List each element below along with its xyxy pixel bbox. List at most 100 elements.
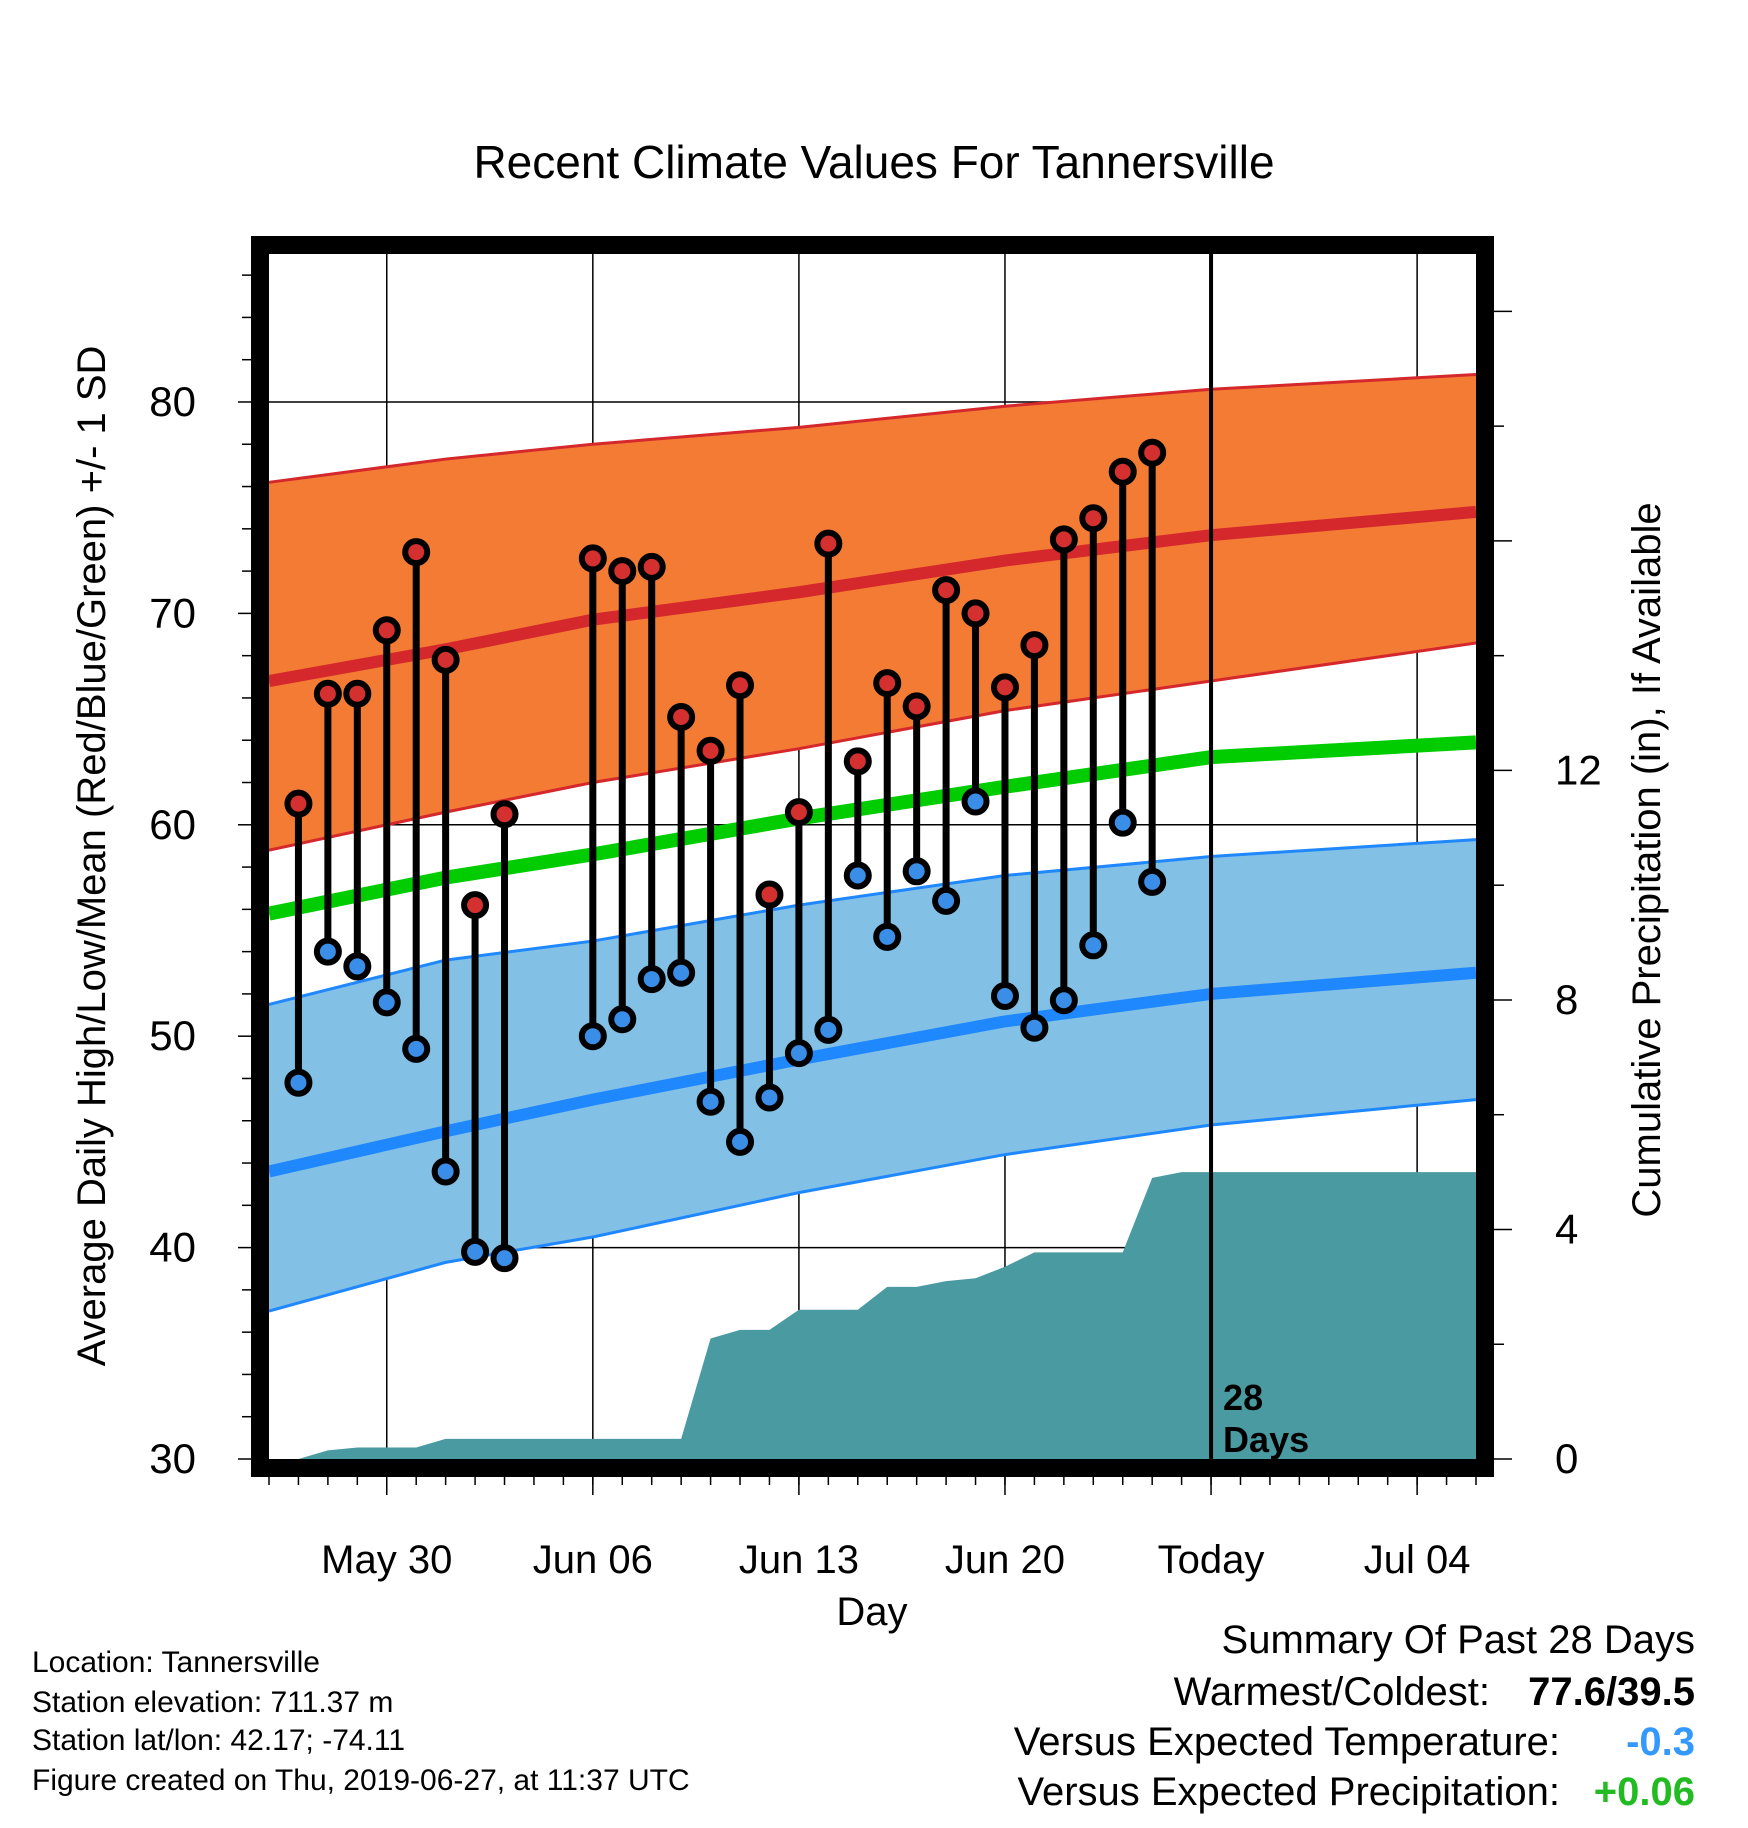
high-temp-point	[814, 529, 843, 558]
low-temp-point	[1020, 1013, 1049, 1042]
high-temp-point	[608, 557, 637, 586]
footer-elevation: Station elevation: 711.37 m	[32, 1686, 393, 1719]
low-temp-point	[431, 1157, 460, 1186]
high-temp-point	[1108, 457, 1137, 486]
x-tick-label: May 30	[321, 1538, 452, 1582]
high-temp-point	[990, 673, 1019, 702]
summary-precip-label: Versus Expected Precipitation:	[1017, 1770, 1560, 1814]
high-temp-point	[343, 679, 372, 708]
low-temp-point	[1108, 808, 1137, 837]
low-temp-point	[755, 1083, 784, 1112]
low-temp-point	[1079, 931, 1108, 960]
low-temp-point	[873, 922, 902, 951]
summary-precip-value: +0.06	[1594, 1770, 1695, 1814]
summary-warm-cold-value: 77.6/39.5	[1528, 1670, 1695, 1714]
y2-tick-label: 4	[1555, 1205, 1578, 1252]
low-temp-point	[343, 952, 372, 981]
low-temp-point	[402, 1034, 431, 1063]
summary-warm-cold-label: Warmest/Coldest:	[1174, 1670, 1490, 1714]
x-tick-label: Today	[1158, 1538, 1265, 1582]
summary-temp-label: Versus Expected Temperature:	[1014, 1720, 1560, 1764]
y-tick-label: 60	[149, 801, 196, 848]
low-temp-point	[784, 1039, 813, 1068]
today-annotation-label: Days	[1223, 1419, 1309, 1460]
precipitation-area	[269, 1172, 1476, 1459]
footer-location: Location: Tannersville	[32, 1646, 320, 1679]
low-temp-point	[637, 965, 666, 994]
x-tick-label: Jun 06	[533, 1538, 653, 1582]
chart-title: Recent Climate Values For Tannersville	[473, 136, 1274, 188]
high-temp-point	[461, 891, 490, 920]
low-temp-point	[313, 937, 342, 966]
y2-tick-label: 8	[1555, 976, 1578, 1023]
high-temp-point	[372, 616, 401, 645]
footer-latlon: Station lat/lon: 42.17; -74.11	[32, 1724, 405, 1757]
summary-heading: Summary Of Past 28 Days	[1222, 1618, 1695, 1662]
y2-tick-label: 12	[1555, 746, 1602, 793]
y2-tick-label: 0	[1555, 1435, 1578, 1482]
high-temp-point	[784, 798, 813, 827]
low-temp-point	[932, 886, 961, 915]
low-temp-point	[284, 1068, 313, 1097]
footer-created: Figure created on Thu, 2019-06-27, at 11…	[32, 1764, 690, 1797]
y-tick-label: 70	[149, 589, 196, 636]
high-temp-point	[402, 538, 431, 567]
high-temp-point	[1020, 631, 1049, 660]
high-temp-point	[961, 599, 990, 628]
low-temp-point	[814, 1015, 843, 1044]
precip-area	[269, 1172, 1476, 1459]
climatology-bands	[267, 373, 1477, 1313]
axis-ticks: 30 40 50 60 70 80 0 4 8 12 May 30 Jun 06 Jun 13 Jun 2…	[149, 274, 1602, 1582]
low-temp-point	[578, 1022, 607, 1051]
low-temp-point	[372, 988, 401, 1017]
high-temp-point	[313, 679, 342, 708]
high-temp-point	[696, 736, 725, 765]
high-temp-point	[1049, 525, 1078, 554]
low-temp-point	[726, 1127, 755, 1156]
low-temp-point	[461, 1237, 490, 1266]
low-temp-point	[990, 982, 1019, 1011]
y-tick-label: 80	[149, 378, 196, 425]
high-temp-point	[1138, 438, 1167, 467]
high-temp-point	[667, 702, 696, 731]
low-temp-point	[696, 1087, 725, 1116]
y-tick-label: 40	[149, 1224, 196, 1271]
y-tick-label: 30	[149, 1435, 196, 1482]
low-temp-point	[843, 861, 872, 890]
x-axis-title: Day	[836, 1590, 907, 1634]
high-temp-point	[902, 692, 931, 721]
x-tick-label: Jun 20	[945, 1538, 1065, 1582]
summary: Summary Of Past 28 Days Warmest/Coldest:…	[1014, 1618, 1695, 1814]
high-temp-point	[1079, 504, 1108, 533]
x-tick-label: Jul 04	[1364, 1538, 1471, 1582]
high-temp-point	[755, 880, 784, 909]
observation-markers	[284, 438, 1167, 1273]
low-temp-point	[490, 1244, 519, 1273]
today-annotation-number: 28	[1223, 1377, 1263, 1418]
low-temp-point	[1138, 867, 1167, 896]
y2-axis-title: Cumulative Precipitation (in), If Availa…	[1625, 502, 1669, 1217]
plot-frame	[251, 236, 1494, 1477]
high-temp-point	[726, 671, 755, 700]
low-temp-point	[608, 1005, 637, 1034]
high-temp-point	[637, 552, 666, 581]
y-axis-title: Average Daily High/Low/Mean (Red/Blue/Gr…	[70, 346, 114, 1367]
high-temp-point	[284, 789, 313, 818]
high-sd-band	[269, 374, 1476, 851]
high-temp-point	[873, 669, 902, 698]
high-temp-point	[843, 747, 872, 776]
high-temp-point	[490, 800, 519, 829]
y-tick-label: 50	[149, 1012, 196, 1059]
low-temp-point	[1049, 986, 1078, 1015]
low-temp-point	[961, 787, 990, 816]
low-temp-point	[667, 958, 696, 987]
low-temp-point	[902, 857, 931, 886]
high-temp-point	[431, 645, 460, 674]
high-temp-point	[932, 576, 961, 605]
high-temp-point	[578, 544, 607, 573]
x-tick-label: Jun 13	[739, 1538, 859, 1582]
summary-temp-value: -0.3	[1626, 1720, 1695, 1764]
low-sd-band	[269, 839, 1476, 1312]
